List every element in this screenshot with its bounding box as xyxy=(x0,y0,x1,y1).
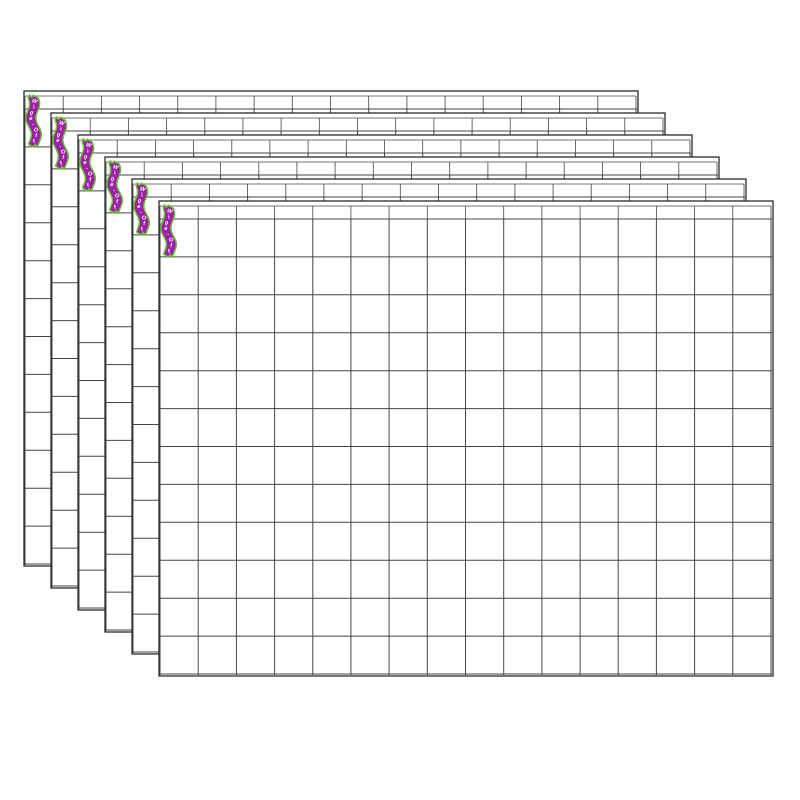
svg-text:e: e xyxy=(83,160,86,166)
svg-text:e: e xyxy=(29,116,32,122)
svg-text:e: e xyxy=(137,204,140,210)
svg-text:e: e xyxy=(110,182,113,188)
svg-text:e: e xyxy=(164,226,167,232)
svg-text:e: e xyxy=(56,138,59,144)
